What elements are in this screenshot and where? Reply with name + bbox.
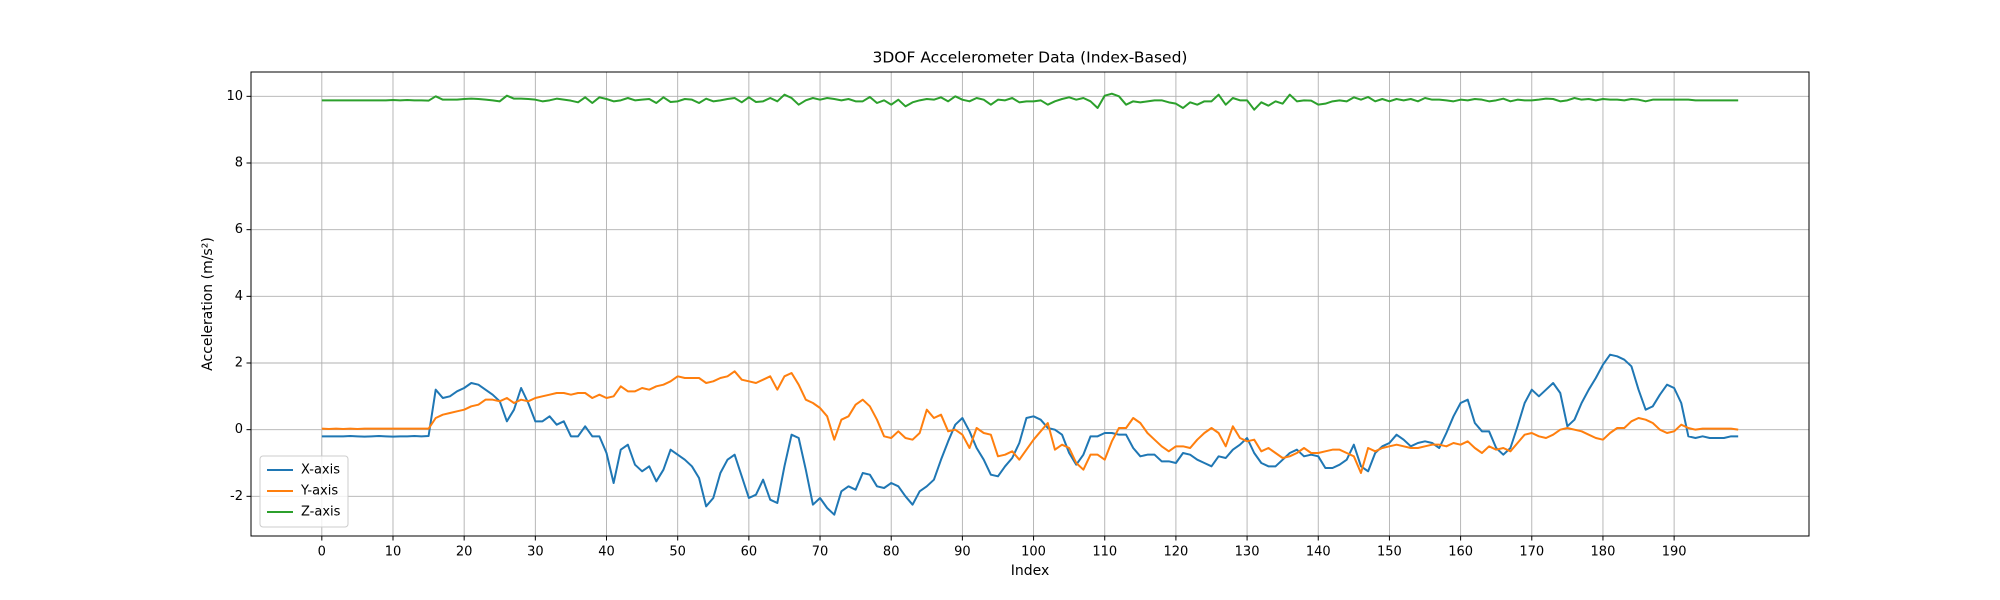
x-tick-label: 80 (883, 545, 900, 560)
x-tick-label: 160 (1448, 545, 1473, 560)
y-axis-label: Acceleration (m/s²) (200, 237, 216, 371)
x-tick-label: 170 (1519, 545, 1544, 560)
x-tick-label: 180 (1591, 545, 1616, 560)
x-tick-label: 70 (812, 545, 829, 560)
x-tick-label: 60 (741, 545, 758, 560)
x-tick-label: 130 (1235, 545, 1260, 560)
x-tick-label: 40 (598, 545, 615, 560)
chart-title: 3DOF Accelerometer Data (Index-Based) (873, 49, 1188, 67)
x-axis-label: Index (1011, 563, 1050, 579)
data-line (321, 370, 1739, 474)
y-tick-label: 10 (226, 89, 243, 104)
plot-frame (250, 71, 1810, 537)
legend-label: X-axis (301, 463, 340, 478)
x-tick-label: 10 (385, 545, 402, 560)
x-tick-label: 50 (669, 545, 686, 560)
y-tick-label: 2 (235, 356, 243, 371)
x-tick-label: 20 (456, 545, 473, 560)
x-tick-label: 100 (1021, 545, 1046, 560)
y-tick-label: -2 (230, 489, 243, 504)
y-tick-label: 8 (235, 156, 243, 171)
data-line (321, 92, 1739, 111)
x-tick-label: 30 (527, 545, 544, 560)
legend-box (259, 455, 349, 528)
x-tick-label: 150 (1377, 545, 1402, 560)
x-tick-label: 0 (318, 545, 326, 560)
x-tick-label: 140 (1306, 545, 1331, 560)
legend-label: Z-axis (301, 505, 341, 520)
y-tick-label: 0 (235, 422, 243, 437)
y-tick-label: 6 (235, 222, 243, 237)
x-tick-label: 90 (954, 545, 971, 560)
x-tick-label: 110 (1092, 545, 1117, 560)
x-tick-label: 190 (1662, 545, 1687, 560)
x-tick-label: 120 (1163, 545, 1188, 560)
y-tick-label: 4 (235, 289, 243, 304)
legend-label: Y-axis (300, 484, 338, 499)
data-line (321, 353, 1739, 516)
